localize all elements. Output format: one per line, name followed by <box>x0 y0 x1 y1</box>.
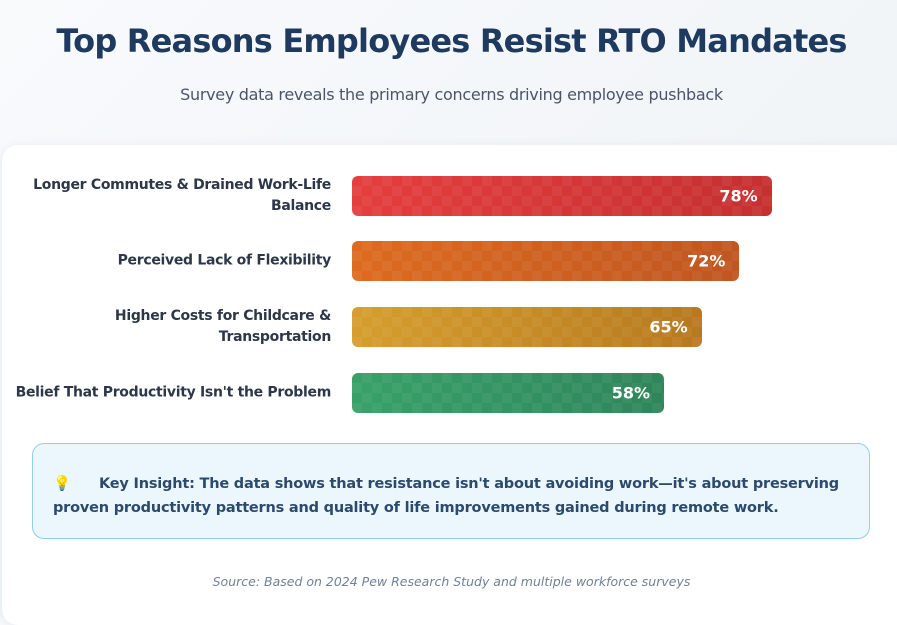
bar-value-label: 58% <box>611 383 651 403</box>
bar-row: Longer Commutes & Drained Work-Life Bala… <box>0 176 897 216</box>
source-note: Source: Based on 2024 Pew Research Study… <box>212 574 691 589</box>
bar: 65% <box>352 307 702 347</box>
bar-row: Belief That Productivity Isn't the Probl… <box>0 373 897 413</box>
key-insight-box: 💡 Key Insight: The data shows that resist… <box>32 443 870 539</box>
bar-row: Perceived Lack of Flexibility 72% <box>0 241 897 281</box>
lightbulb-icon: 💡 <box>53 476 71 492</box>
bar: 58% <box>352 373 665 413</box>
category-label: Higher Costs for Childcare & Transportat… <box>114 308 331 345</box>
bar: 78% <box>352 176 772 216</box>
page-title: Top Reasons Employees Resist RTO Mandate… <box>56 22 847 60</box>
bar-value-label: 78% <box>719 186 758 206</box>
category-label: Belief That Productivity Isn't the Probl… <box>15 384 332 401</box>
bar-row: Higher Costs for Childcare & Transportat… <box>0 307 897 347</box>
category-label: Perceived Lack of Flexibility <box>117 252 332 269</box>
key-insight-text: 💡 Key Insight: The data shows that resist… <box>53 472 853 520</box>
bar-value-label: 65% <box>649 317 688 337</box>
page-subtitle: Survey data reveals the primary concerns… <box>180 85 723 104</box>
key-insight-body: Key Insight: The data shows that resista… <box>53 476 839 516</box>
bar-value-label: 72% <box>687 251 726 271</box>
category-label: Longer Commutes & Drained Work-Life Bala… <box>33 177 331 214</box>
bar: 72% <box>352 241 740 281</box>
